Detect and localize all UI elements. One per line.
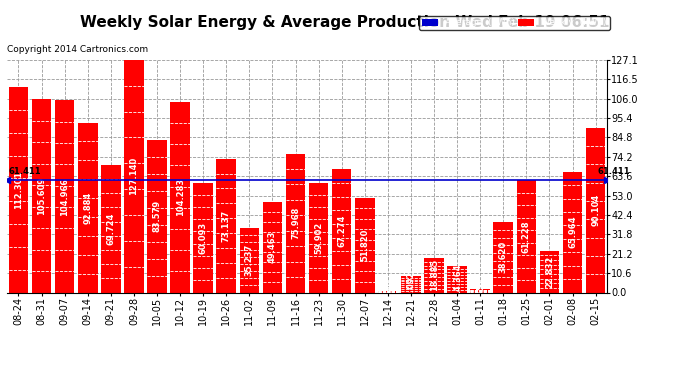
Text: 65.964: 65.964 bbox=[568, 216, 577, 248]
Text: 112.301: 112.301 bbox=[14, 171, 23, 209]
Bar bbox=[286, 153, 305, 292]
Text: 59.902: 59.902 bbox=[314, 222, 323, 254]
Text: 35.237: 35.237 bbox=[245, 244, 254, 276]
Bar bbox=[55, 100, 75, 292]
Bar bbox=[517, 180, 536, 292]
Bar bbox=[193, 183, 213, 292]
Legend: Average  (kWh), Weekly  (kWh): Average (kWh), Weekly (kWh) bbox=[419, 16, 609, 30]
Bar bbox=[170, 102, 190, 292]
Text: 75.968: 75.968 bbox=[291, 207, 300, 239]
Bar bbox=[401, 276, 421, 292]
Text: 61.411: 61.411 bbox=[598, 166, 631, 176]
Bar bbox=[563, 172, 582, 292]
Bar bbox=[147, 140, 167, 292]
Text: Weekly Solar Energy & Average Production Wed Feb 19 06:51: Weekly Solar Energy & Average Production… bbox=[80, 15, 610, 30]
Bar bbox=[493, 222, 513, 292]
Text: 14.364: 14.364 bbox=[453, 263, 462, 296]
Text: 104.283: 104.283 bbox=[175, 178, 184, 216]
Bar bbox=[9, 87, 28, 292]
Bar bbox=[586, 128, 605, 292]
Text: 104.966: 104.966 bbox=[60, 177, 69, 216]
Bar bbox=[332, 170, 351, 292]
Bar bbox=[424, 258, 444, 292]
Bar bbox=[263, 202, 282, 292]
Bar bbox=[239, 228, 259, 292]
Text: 105.609: 105.609 bbox=[37, 177, 46, 215]
Bar bbox=[101, 165, 121, 292]
Text: 61.228: 61.228 bbox=[522, 220, 531, 253]
Text: 1.752: 1.752 bbox=[475, 278, 484, 304]
Text: 67.274: 67.274 bbox=[337, 215, 346, 247]
Text: 9.092: 9.092 bbox=[406, 271, 415, 297]
Text: 1.053: 1.053 bbox=[384, 278, 393, 305]
Text: 92.884: 92.884 bbox=[83, 191, 92, 224]
Bar bbox=[471, 289, 490, 292]
Text: 49.463: 49.463 bbox=[268, 231, 277, 264]
Text: 90.104: 90.104 bbox=[591, 194, 600, 226]
Bar bbox=[217, 159, 236, 292]
Bar bbox=[32, 99, 51, 292]
Bar bbox=[355, 198, 375, 292]
Text: 18.885: 18.885 bbox=[430, 259, 439, 291]
Bar bbox=[309, 183, 328, 292]
Bar bbox=[124, 60, 144, 292]
Text: Copyright 2014 Cartronics.com: Copyright 2014 Cartronics.com bbox=[7, 45, 148, 54]
Text: 51.820: 51.820 bbox=[360, 229, 369, 261]
Text: 73.137: 73.137 bbox=[221, 210, 230, 242]
Text: 83.579: 83.579 bbox=[152, 200, 161, 232]
Text: 127.140: 127.140 bbox=[130, 157, 139, 195]
Bar bbox=[540, 251, 560, 292]
Text: 69.724: 69.724 bbox=[106, 213, 115, 245]
Text: 22.832: 22.832 bbox=[545, 255, 554, 288]
Text: 61.411: 61.411 bbox=[9, 166, 41, 176]
Bar bbox=[78, 123, 97, 292]
Bar bbox=[378, 291, 397, 292]
Text: 38.620: 38.620 bbox=[499, 241, 508, 273]
Bar bbox=[447, 266, 467, 292]
Text: 60.093: 60.093 bbox=[199, 222, 208, 254]
